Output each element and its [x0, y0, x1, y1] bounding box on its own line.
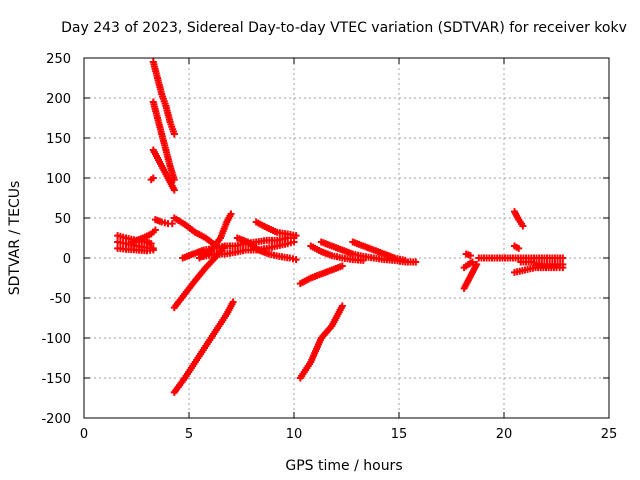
series-arc-8 — [114, 244, 157, 255]
series-arc-9 — [128, 226, 159, 246]
data-point — [473, 260, 481, 268]
data-point — [151, 226, 159, 234]
y-tick-label: 250 — [46, 52, 71, 67]
series-arc-18 — [296, 302, 346, 382]
series-arc-1 — [149, 58, 178, 138]
y-tick-label: 150 — [46, 132, 71, 147]
x-axis-label: GPS time / hours — [285, 458, 402, 474]
y-tick-label: -100 — [41, 332, 71, 347]
data-point — [338, 302, 346, 310]
series-arc-26 — [475, 254, 567, 262]
grid — [84, 58, 609, 418]
y-tick-label: -50 — [50, 292, 71, 307]
y-tick-label: -200 — [41, 412, 71, 427]
y-tick-label: 0 — [63, 252, 71, 267]
series-arc-23 — [460, 260, 481, 292]
data-point — [466, 252, 474, 260]
data-point — [149, 174, 157, 182]
data-point — [292, 256, 300, 264]
series-arc-17 — [170, 298, 237, 396]
data-points — [114, 58, 567, 396]
series-arc-20 — [307, 242, 367, 264]
series-arc-15 — [252, 218, 300, 240]
data-point — [170, 130, 178, 138]
series-arc-16 — [170, 242, 229, 312]
x-tick-label: 10 — [286, 427, 303, 442]
data-point — [401, 256, 409, 264]
series-arc-25 — [462, 250, 474, 260]
series-arc-13 — [196, 210, 235, 262]
series-arc-21 — [317, 238, 420, 266]
data-point — [412, 258, 420, 266]
y-tick-label: 50 — [54, 212, 71, 227]
x-tick-label: 5 — [185, 427, 193, 442]
data-point — [469, 258, 476, 266]
data-point — [292, 232, 300, 240]
x-axis: 0 5 10 15 20 25 — [80, 58, 617, 442]
series-arc-5 — [151, 216, 176, 228]
y-axis-label: SDTVAR / TECUs — [7, 181, 23, 296]
series-arc-14 — [233, 234, 300, 264]
data-point — [515, 244, 523, 252]
x-tick-label: 20 — [496, 427, 513, 442]
data-point — [168, 220, 176, 228]
series-arc-22 — [349, 238, 409, 264]
data-point — [227, 210, 235, 218]
y-tick-label: 100 — [46, 172, 71, 187]
series-arc-19 — [296, 262, 346, 288]
x-tick-label: 15 — [391, 427, 408, 442]
y-tick-label: -150 — [41, 372, 71, 387]
series-arc-3 — [149, 146, 178, 194]
series-arc-2 — [149, 98, 178, 184]
data-point — [338, 262, 346, 270]
series-arc-4 — [147, 174, 157, 184]
series-arc-29 — [511, 208, 527, 230]
data-point — [221, 242, 229, 250]
plot-frame — [83, 57, 610, 419]
x-tick-label: 25 — [601, 427, 618, 442]
data-point — [149, 246, 157, 254]
series-arc-10 — [170, 214, 220, 250]
y-tick-label: 200 — [46, 92, 71, 107]
data-point — [519, 222, 527, 230]
series-arc-24 — [460, 258, 476, 272]
data-point — [229, 298, 237, 306]
series-arc-28 — [517, 258, 567, 268]
series-arc-30 — [511, 242, 523, 252]
x-tick-label: 0 — [80, 427, 88, 442]
data-point — [559, 254, 567, 262]
data-point — [559, 260, 567, 268]
data-point — [290, 238, 298, 246]
data-point — [147, 240, 155, 248]
y-axis: -200 -150 -100 -50 0 50 100 150 200 250 — [41, 52, 609, 427]
chart-title: Day 243 of 2023, Sidereal Day-to-day VTE… — [61, 20, 627, 36]
data-point — [170, 186, 178, 194]
